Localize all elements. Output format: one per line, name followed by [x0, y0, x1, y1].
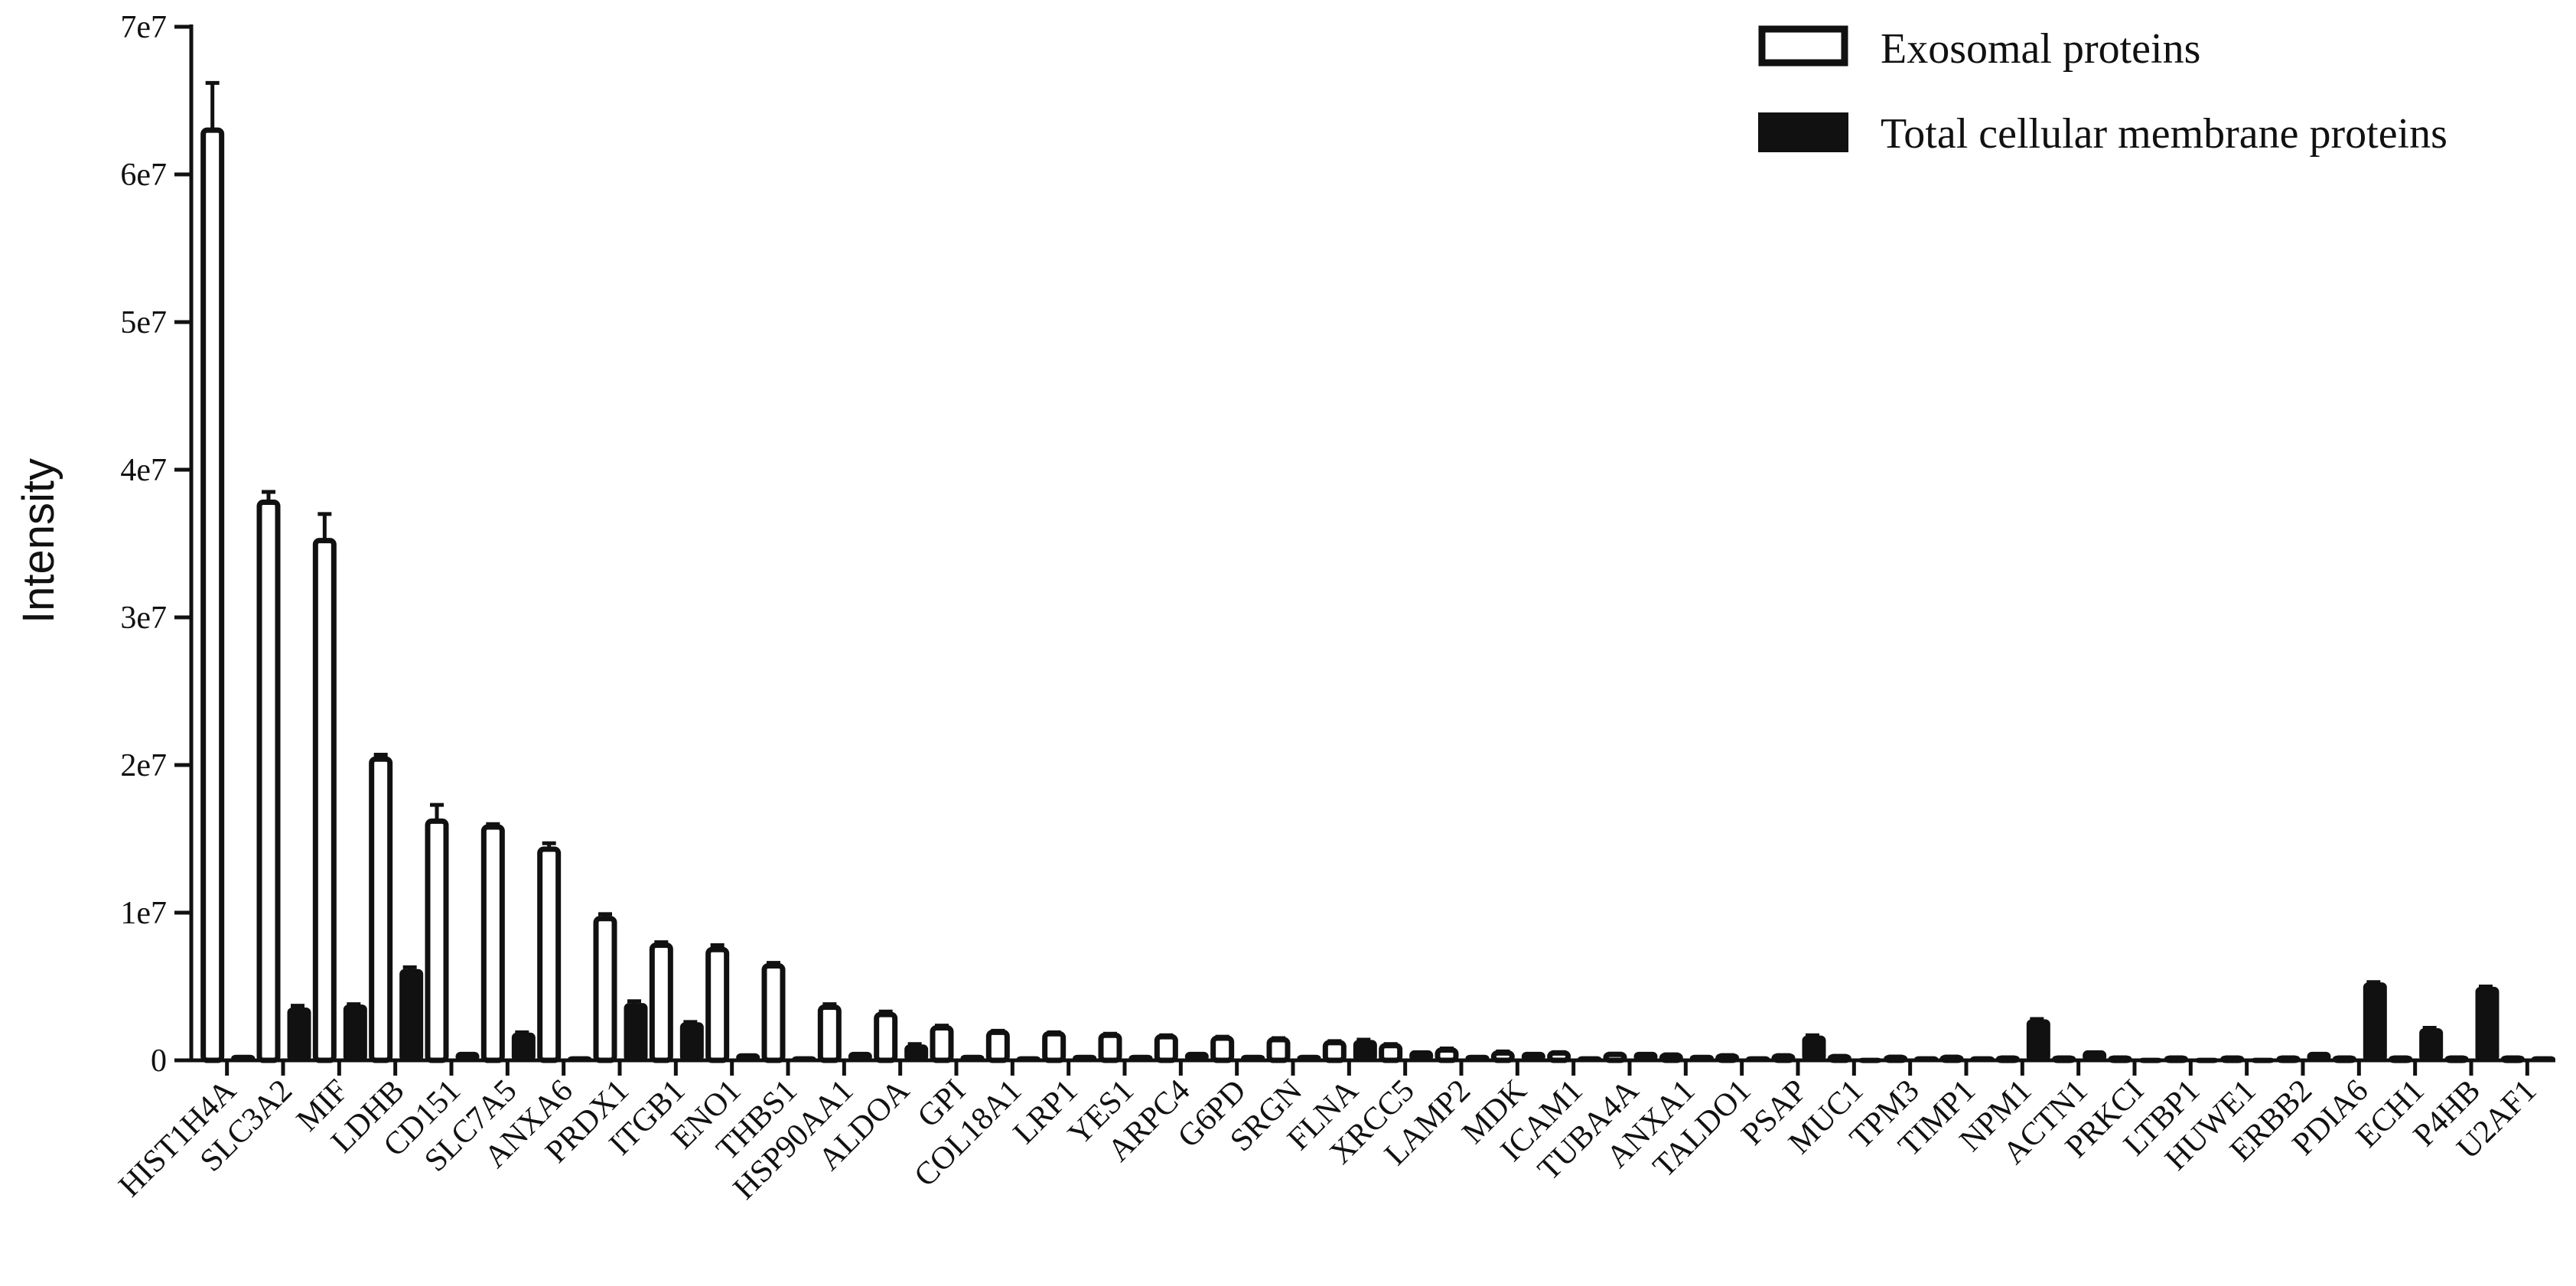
bar-membrane — [2363, 982, 2387, 1062]
y-tick-label: 2e7 — [120, 748, 167, 783]
x-tick-label: COL18A1 — [907, 1073, 1028, 1194]
bar-exosomal — [312, 538, 337, 1063]
legend-label-exosomal: Exosomal proteins — [1881, 25, 2200, 73]
bar-exosomal — [480, 824, 505, 1063]
bar-exosomal — [874, 1011, 898, 1063]
y-ticks: 0 1e7 2e7 3e7 4e7 5e7 6e7 7e7 — [120, 10, 191, 1079]
bar-exosomal — [761, 962, 786, 1063]
bar-membrane — [904, 1044, 929, 1062]
y-tick-label: 6e7 — [120, 158, 167, 193]
bar-membrane — [2419, 1027, 2444, 1062]
bar-membrane — [399, 969, 424, 1062]
axes-layer — [189, 24, 2555, 1063]
legend-label-membrane: Total cellular membrane proteins — [1881, 110, 2447, 158]
y-axis-title: Intensity — [14, 458, 64, 623]
legend: Exosomal proteins Total cellular membran… — [1758, 25, 2447, 158]
bar-exosomal — [930, 1025, 954, 1063]
bar-membrane — [287, 1007, 311, 1062]
bar-exosomal — [593, 916, 617, 1063]
legend-swatch-membrane — [1758, 112, 1848, 152]
y-tick-label: 0 — [151, 1043, 167, 1079]
bar-exosomal — [1042, 1030, 1067, 1063]
bar-exosomal — [1379, 1043, 1403, 1063]
y-tick-label: 4e7 — [120, 453, 167, 488]
bar-exosomal — [425, 818, 449, 1063]
bar-exosomal — [369, 756, 393, 1063]
bar-exosomal — [1266, 1037, 1291, 1063]
bar-exosomal — [200, 127, 225, 1063]
bar-membrane — [624, 1003, 648, 1062]
y-tick-label: 1e7 — [120, 896, 167, 931]
bar-exosomal — [256, 499, 281, 1063]
bar-exosomal — [537, 846, 562, 1063]
bar-exosomal — [1322, 1040, 1347, 1063]
bar-exosomal — [705, 946, 730, 1063]
bar-exosomal — [1154, 1034, 1178, 1063]
bar-exosomal — [649, 942, 673, 1063]
bar-exosomal — [817, 1004, 842, 1063]
bar-membrane — [511, 1032, 536, 1062]
bar-exosomal — [1098, 1032, 1122, 1063]
bar-exosomal — [1210, 1035, 1235, 1063]
y-tick-label: 7e7 — [120, 10, 167, 45]
bar-membrane — [343, 1004, 367, 1062]
bar-membrane — [1353, 1040, 1377, 1062]
bars-layer — [200, 80, 2555, 1063]
legend-swatch-exosomal — [1758, 25, 1848, 67]
y-tick-label: 3e7 — [120, 601, 167, 636]
bar-membrane — [2475, 986, 2499, 1062]
bar-membrane — [2026, 1019, 2050, 1062]
x-ticks: HIST1H4ASLC3A2MIFLDHBCD151SLC7A5ANXA6PRD… — [112, 1060, 2543, 1206]
y-tick-label: 5e7 — [120, 305, 167, 340]
bar-exosomal — [985, 1029, 1010, 1063]
bar-membrane — [1802, 1035, 1826, 1062]
bar-membrane — [679, 1022, 704, 1062]
